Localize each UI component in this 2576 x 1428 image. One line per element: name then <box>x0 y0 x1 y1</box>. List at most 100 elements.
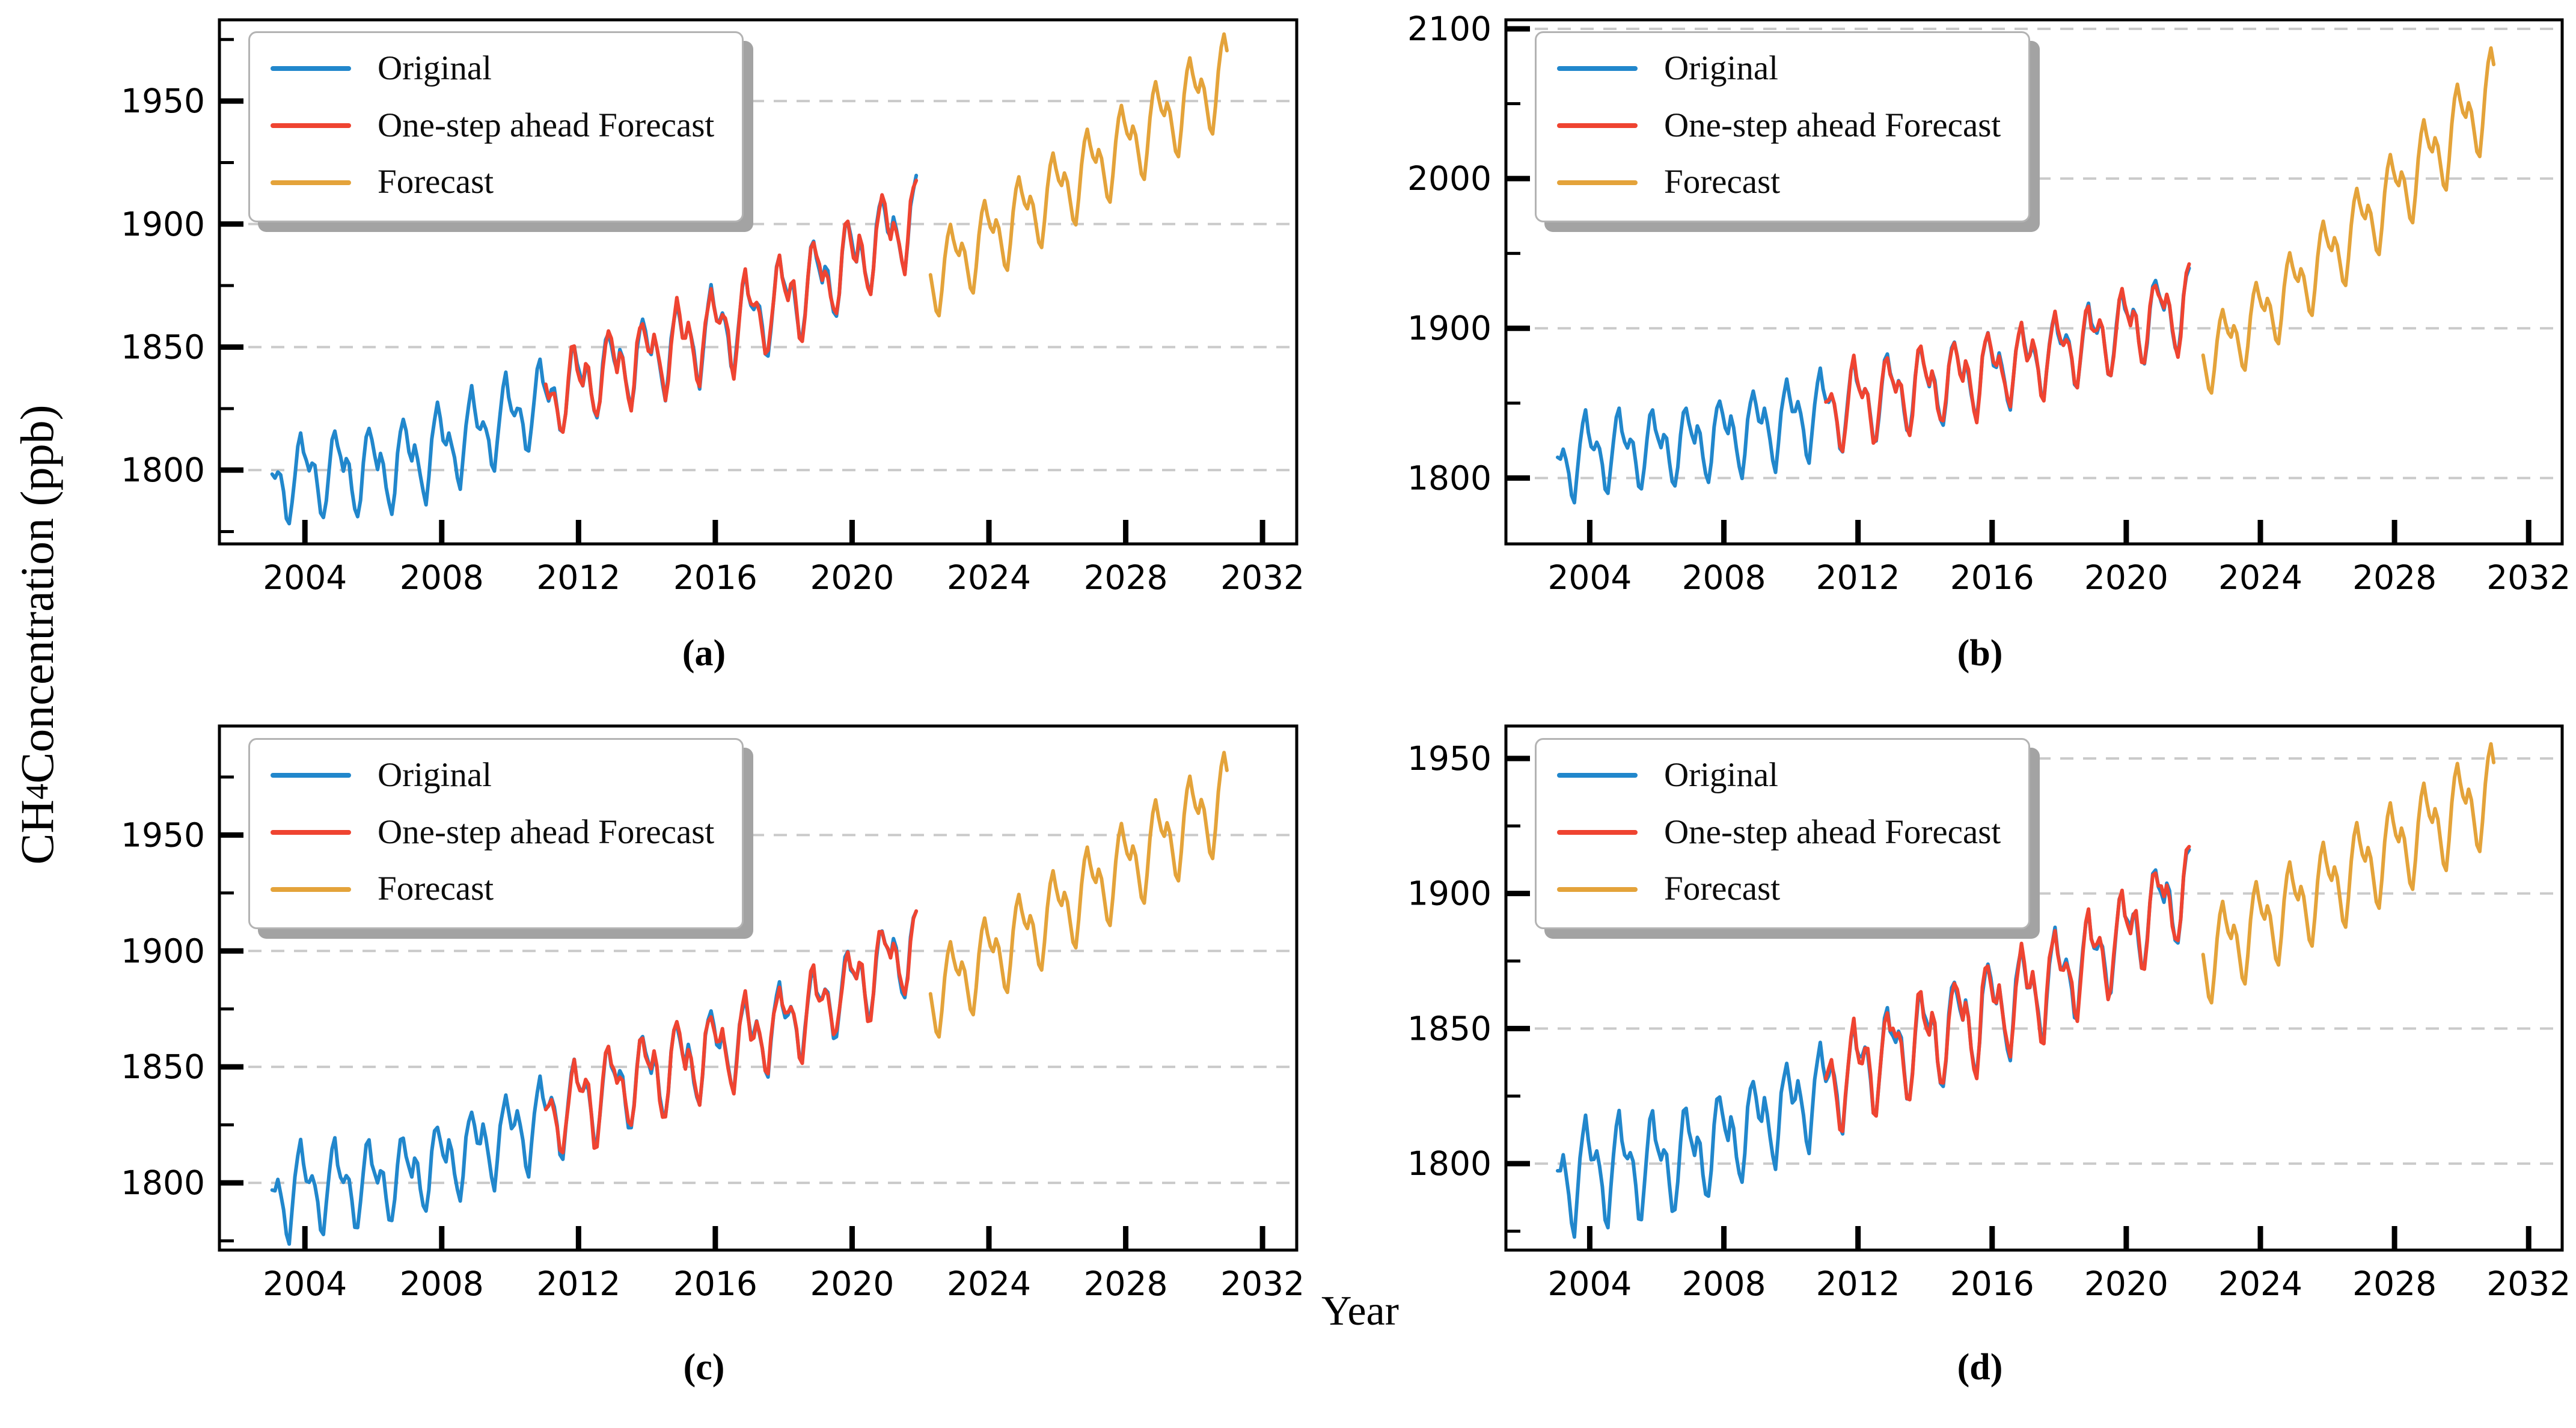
legend-item-label: Forecast <box>1664 163 1781 201</box>
svg-text:2016: 2016 <box>673 558 757 597</box>
legend-item-label: Original <box>1664 756 1778 794</box>
original-series-line <box>270 909 919 1246</box>
legend-panel-b: Original One-step ahead Forecast Forecas… <box>1535 31 2031 223</box>
legend-item-label: One-step ahead Forecast <box>1664 106 2001 144</box>
panel-caption-a: (a) <box>682 633 726 674</box>
legend-item-forecast: Forecast <box>1557 163 2001 201</box>
legend-item-forecast: Forecast <box>271 870 714 908</box>
svg-text:2004: 2004 <box>1547 1265 1632 1303</box>
forecast-series-line <box>928 751 1229 1039</box>
panel-c: 1800 1850 1900 1950 2004 2008 2012 2016 2020 2024… <box>121 724 1305 1303</box>
legend-item-original: Original <box>1557 756 2001 795</box>
svg-text:2028: 2028 <box>1084 1265 1168 1303</box>
svg-text:2028: 2028 <box>2352 558 2437 597</box>
y-axis-title: CH 4 Concentration (ppb) <box>8 19 66 1251</box>
one-step-forecast-line-swatch <box>271 123 351 129</box>
svg-text:2032: 2032 <box>2486 558 2571 597</box>
svg-text:2012: 2012 <box>1816 558 1900 597</box>
svg-text:1900: 1900 <box>1407 874 1491 913</box>
svg-text:2016: 2016 <box>1950 1265 2034 1303</box>
x-axis-title: Year <box>1321 1288 1399 1334</box>
svg-text:2032: 2032 <box>1220 1265 1305 1303</box>
legend-item-original: Original <box>271 49 714 88</box>
legend-panel-c: Original One-step ahead Forecast Forecas… <box>248 738 744 930</box>
svg-text:1800: 1800 <box>1407 459 1491 497</box>
svg-text:2016: 2016 <box>1950 558 2034 597</box>
legend-item-label: Forecast <box>1664 870 1781 908</box>
one-step-forecast-line-swatch <box>1557 123 1638 129</box>
one-step-forecast-series-line <box>1824 262 2191 453</box>
svg-text:1950: 1950 <box>1407 739 1491 778</box>
legend-item-original: Original <box>271 756 714 795</box>
y-axis-title-base: CH <box>11 799 63 865</box>
one-step-forecast-series-line <box>1824 844 2191 1134</box>
legend-item-label: Original <box>378 49 492 87</box>
legend-item-label: One-step ahead Forecast <box>378 106 715 144</box>
svg-text:2012: 2012 <box>536 1265 620 1303</box>
legend-item-forecast: Forecast <box>271 163 714 201</box>
svg-text:2012: 2012 <box>1816 1265 1900 1303</box>
legend-panel-d: Original One-step ahead Forecast Forecas… <box>1535 738 2031 930</box>
svg-text:2028: 2028 <box>2352 1265 2437 1303</box>
legend-item-label: One-step ahead Forecast <box>1664 813 2001 851</box>
panel-caption-d: (d) <box>1957 1347 2003 1388</box>
legend-item-one-step-forecast: One-step ahead Forecast <box>271 106 715 145</box>
original-line-swatch <box>1557 66 1638 72</box>
one-step-forecast-line-swatch <box>1557 830 1638 835</box>
svg-text:2020: 2020 <box>810 558 894 597</box>
forecast-series-line <box>2201 46 2496 395</box>
svg-text:2024: 2024 <box>947 1265 1031 1303</box>
forecast-series-line <box>928 32 1229 318</box>
svg-text:1950: 1950 <box>121 816 205 854</box>
svg-text:1800: 1800 <box>1407 1144 1491 1183</box>
svg-text:2008: 2008 <box>1682 1265 1766 1303</box>
svg-text:1850: 1850 <box>121 1048 205 1086</box>
svg-text:2100: 2100 <box>1407 10 1491 48</box>
svg-text:2004: 2004 <box>263 558 347 597</box>
legend-item-label: Forecast <box>378 163 494 201</box>
forecast-line-swatch <box>1557 180 1638 185</box>
svg-text:2012: 2012 <box>536 558 620 597</box>
svg-text:2032: 2032 <box>2486 1265 2571 1303</box>
svg-text:1900: 1900 <box>121 205 205 243</box>
one-step-forecast-series-line <box>543 909 919 1155</box>
svg-text:2028: 2028 <box>1084 558 1168 597</box>
panel-a: 1800 1850 1900 1950 2004 2008 2012 2016 2020 2024… <box>121 18 1305 597</box>
original-series-line <box>1556 266 2191 505</box>
legend-item-one-step-forecast: One-step ahead Forecast <box>271 813 715 852</box>
svg-text:2008: 2008 <box>400 1265 484 1303</box>
svg-text:1950: 1950 <box>121 82 205 120</box>
svg-text:2020: 2020 <box>810 1265 894 1303</box>
svg-text:2004: 2004 <box>1547 558 1632 597</box>
one-step-forecast-line-swatch <box>271 830 351 835</box>
svg-text:2004: 2004 <box>263 1265 347 1303</box>
legend-item-original: Original <box>1557 49 2001 88</box>
original-line-swatch <box>271 773 351 778</box>
legend-panel-a: Original One-step ahead Forecast Forecas… <box>248 31 744 223</box>
original-line-swatch <box>1557 773 1638 778</box>
panel-b: 1800 1900 2000 2100 2004 2008 2012 2016 2020 2024… <box>1407 10 2571 597</box>
panel-d: 1800 1850 1900 1950 2004 2008 2012 2016 2020 2024… <box>1407 724 2571 1303</box>
legend-item-forecast: Forecast <box>1557 870 2001 908</box>
svg-text:2016: 2016 <box>673 1265 757 1303</box>
legend-item-one-step-forecast: One-step ahead Forecast <box>1557 106 2001 145</box>
svg-text:2000: 2000 <box>1407 159 1491 198</box>
panel-caption-b: (b) <box>1957 633 2003 674</box>
svg-text:2024: 2024 <box>2218 558 2302 597</box>
forecast-line-swatch <box>271 180 351 185</box>
forecast-line-swatch <box>271 886 351 892</box>
one-step-forecast-series-line <box>543 178 919 434</box>
original-line-swatch <box>271 66 351 72</box>
legend-item-label: Original <box>378 756 492 794</box>
forecast-line-swatch <box>1557 886 1638 892</box>
y-axis-title-sub: 4 <box>20 783 55 800</box>
panel-caption-c: (c) <box>683 1347 725 1388</box>
legend-item-label: Original <box>1664 49 1778 87</box>
svg-text:1900: 1900 <box>121 932 205 970</box>
y-axis-title-rest: Concentration (ppb) <box>11 404 63 784</box>
legend-item-label: One-step ahead Forecast <box>378 813 715 851</box>
original-series-line <box>270 174 919 526</box>
svg-text:1850: 1850 <box>1407 1009 1491 1048</box>
